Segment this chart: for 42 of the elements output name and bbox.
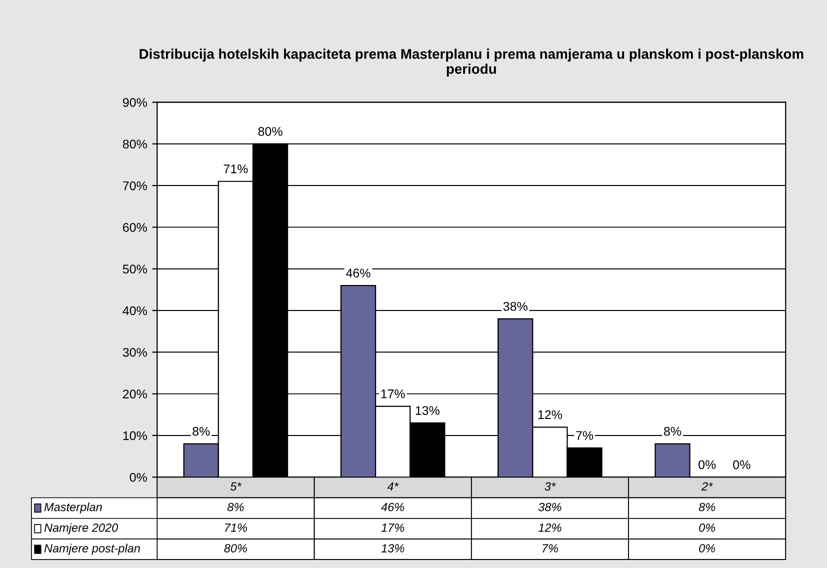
text: 17% xyxy=(381,389,405,398)
x-tick-label: 5* xyxy=(230,482,242,491)
legend-label: Namjere post-plan xyxy=(44,544,140,555)
y-tick-label: 50% xyxy=(122,264,147,274)
text: 71% xyxy=(224,164,248,174)
data-label: 8% xyxy=(698,502,716,512)
y-tick-label: 60% xyxy=(123,223,147,232)
legend-label: Namjere 2020 xyxy=(44,523,118,534)
data-label: 71% xyxy=(225,524,248,532)
text: 80% xyxy=(258,127,282,136)
data-label: 0% xyxy=(699,523,716,532)
data-label: 8% xyxy=(227,502,244,512)
y-tick-label: 10% xyxy=(123,431,147,440)
y-tick-label: 90% xyxy=(122,98,147,107)
legend-label: Masterplan xyxy=(44,502,102,514)
data-label: 12% xyxy=(538,523,562,532)
text: 0% xyxy=(733,460,750,470)
data-label: 0% xyxy=(699,544,716,552)
text: 12% xyxy=(538,410,562,420)
text: 46% xyxy=(346,268,370,278)
y-tick-label: 30% xyxy=(122,348,147,357)
text: 8% xyxy=(664,426,682,436)
text: 13% xyxy=(416,406,440,415)
data-label: 38% xyxy=(538,502,562,512)
text: 7% xyxy=(576,431,594,440)
data-label: 7% xyxy=(542,544,558,552)
text: 0% xyxy=(698,460,716,470)
data-label: 13% xyxy=(381,544,404,552)
x-tick-label: 2* xyxy=(701,482,713,490)
y-tick-label: 20% xyxy=(123,390,147,398)
data-label: 80% xyxy=(224,544,248,552)
x-tick-label: 4* xyxy=(387,482,399,490)
chart-title: Distribucija hotelskih kapaciteta prema Masterplanu i prema namjerama u planskom i post-planskom periodu xyxy=(140,48,804,77)
y-tick-label: 40% xyxy=(122,306,147,316)
y-tick-label: 0% xyxy=(130,472,147,482)
text: 8% xyxy=(192,426,210,436)
x-tick-label: 3* xyxy=(544,482,556,491)
y-tick-label: 70% xyxy=(123,181,147,190)
data-label: 17% xyxy=(381,524,404,532)
data-label: 46% xyxy=(381,502,404,512)
y-tick-label: 80% xyxy=(122,140,147,149)
text: 38% xyxy=(503,302,528,311)
